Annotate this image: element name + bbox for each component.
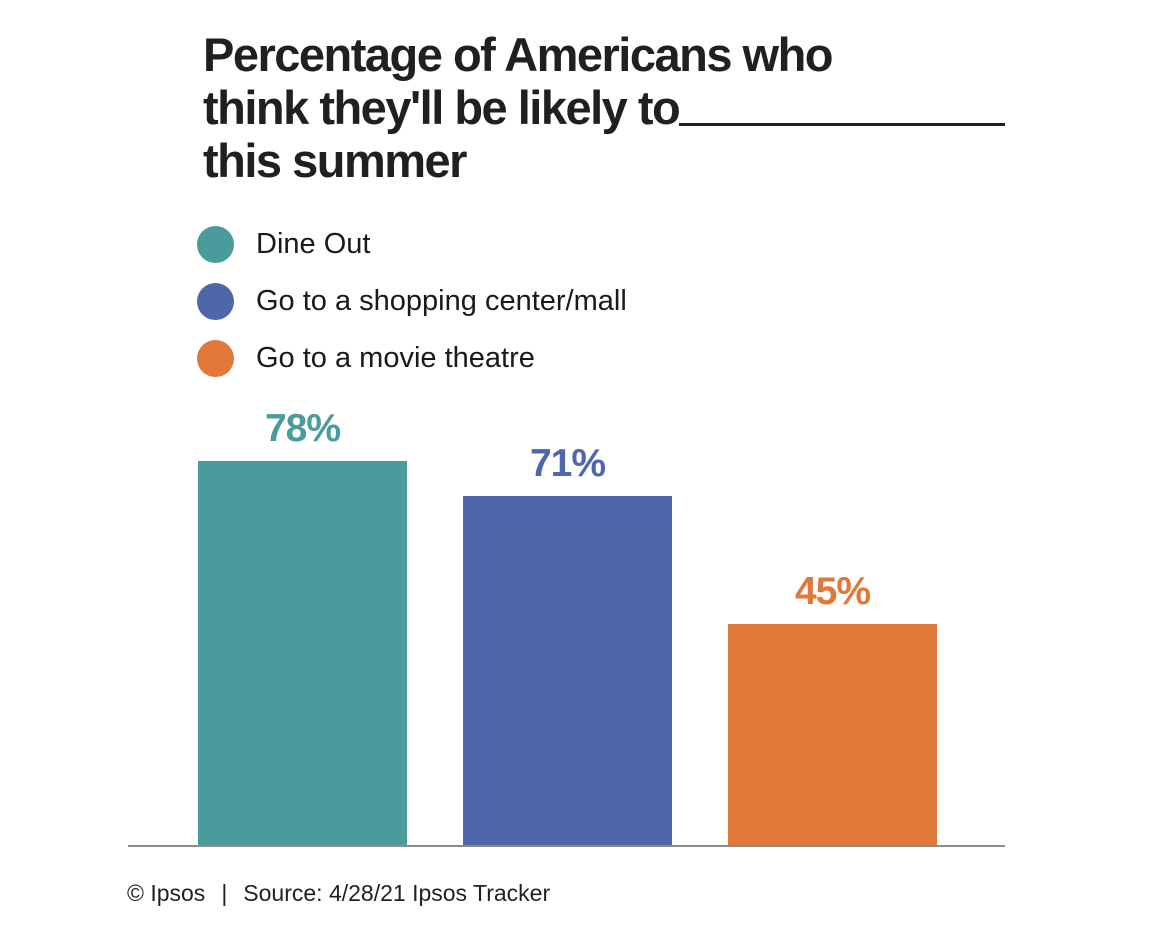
source-text: Source: 4/28/21 Ipsos Tracker bbox=[243, 880, 551, 906]
legend-label: Dine Out bbox=[256, 228, 371, 260]
copyright-text: © Ipsos bbox=[127, 880, 206, 906]
legend-swatch-icon bbox=[197, 226, 234, 263]
bar-group: 71% bbox=[463, 442, 672, 845]
legend-label: Go to a movie theatre bbox=[256, 342, 535, 374]
bar bbox=[728, 624, 937, 845]
legend-item: Go to a movie theatre bbox=[197, 340, 627, 377]
legend-swatch-icon bbox=[197, 283, 234, 320]
legend-label: Go to a shopping center/mall bbox=[256, 285, 627, 317]
chart-title-line-3: this summer bbox=[203, 134, 467, 187]
bar-value-label: 45% bbox=[794, 570, 871, 613]
title-blank-underline bbox=[679, 86, 1005, 126]
source-footer: © Ipsos | Source: 4/28/21 Ipsos Tracker bbox=[127, 879, 550, 907]
x-axis-line bbox=[128, 845, 1005, 847]
chart-title-line-2-text: think they'll be likely to bbox=[203, 81, 681, 134]
chart-title-line-2: think they'll be likely to bbox=[203, 81, 1005, 134]
bar-group: 45% bbox=[728, 570, 937, 845]
bar-chart-plot: 78% 71% 45% bbox=[128, 353, 1005, 847]
footer-separator: | bbox=[221, 880, 228, 906]
bar-value-label: 71% bbox=[529, 442, 606, 485]
chart-title: Percentage of Americans who think they'l… bbox=[203, 28, 1005, 187]
legend-item: Go to a shopping center/mall bbox=[197, 283, 627, 320]
bar bbox=[463, 496, 672, 845]
bar-group: 78% bbox=[198, 407, 407, 845]
chart-legend: Dine Out Go to a shopping center/mall Go t… bbox=[197, 226, 627, 397]
chart-title-line-1: Percentage of Americans who bbox=[203, 28, 834, 81]
legend-item: Dine Out bbox=[197, 226, 627, 263]
legend-swatch-icon bbox=[197, 340, 234, 377]
bar-value-label: 78% bbox=[264, 407, 341, 450]
bar bbox=[198, 461, 407, 845]
